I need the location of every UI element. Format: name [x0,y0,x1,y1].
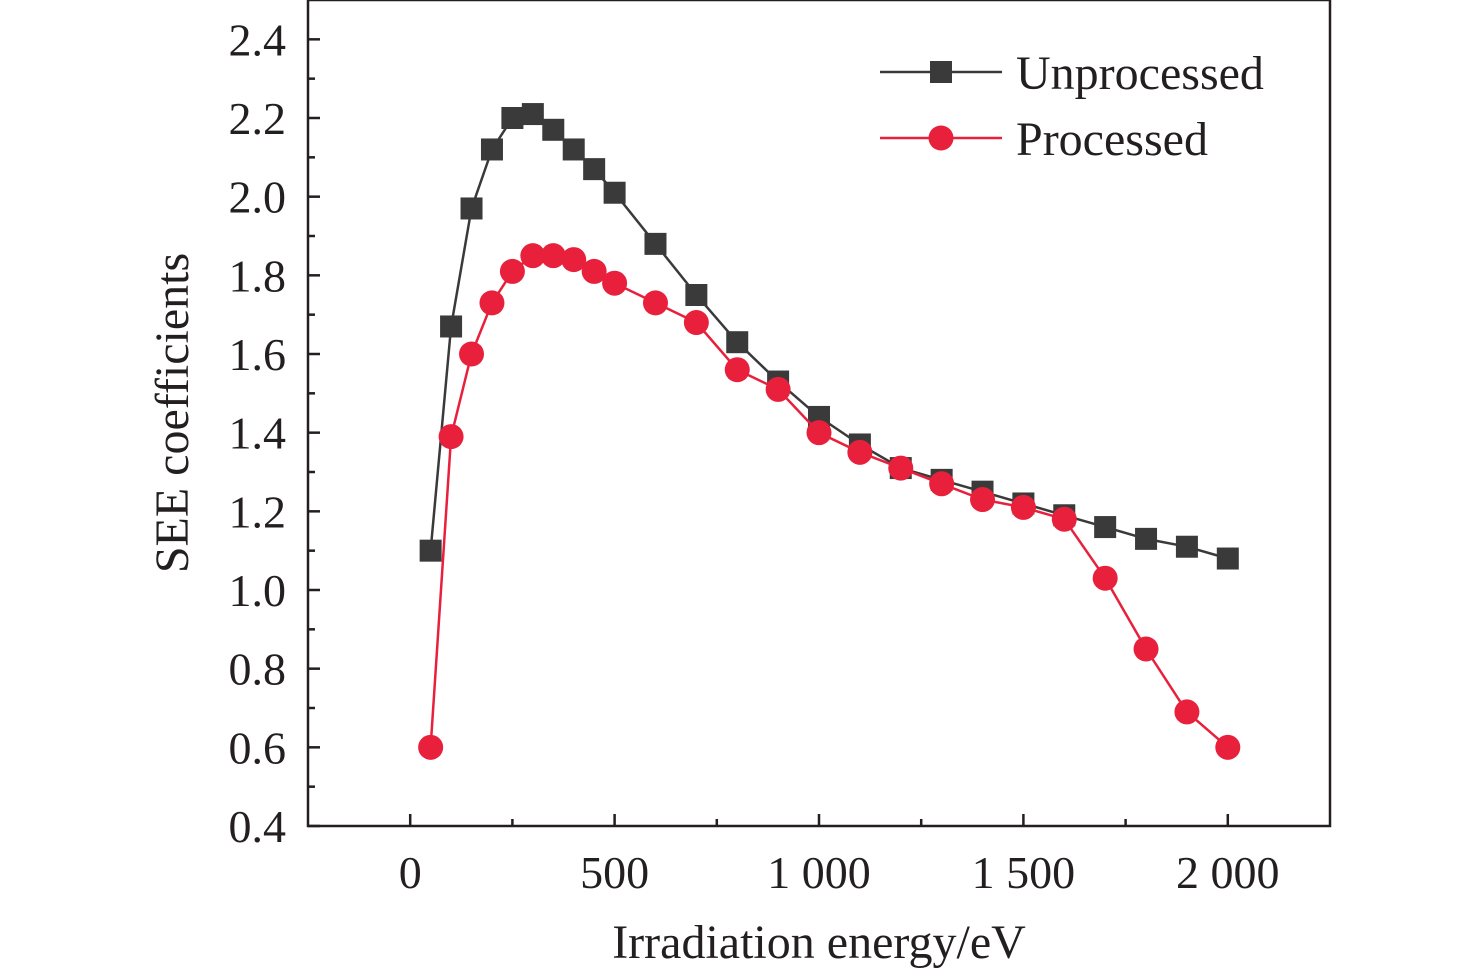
data-point [501,107,524,129]
data-point [929,471,955,497]
data-point [724,357,750,383]
data-point [726,331,749,354]
legend-item: Unprocessed [880,47,1264,100]
data-point [1094,516,1117,539]
legend-label: Unprocessed [1016,47,1264,100]
data-point [521,103,544,126]
data-point [644,232,667,255]
series-line [429,254,1229,749]
data-point [480,138,503,161]
series-processed [418,243,1241,760]
y-tick-label: 2.0 [229,172,287,223]
data-point [1175,535,1198,558]
data-point [479,290,505,316]
data-point [1051,506,1077,532]
data-point [806,420,832,446]
series-unprocessed [419,103,1239,570]
y-tick-label: 0.6 [229,722,287,773]
x-tick-label: 1 500 [972,847,1076,898]
data-point [1135,527,1158,550]
y-tick-label: 0.8 [229,644,287,695]
y-tick-label: 1.0 [229,565,287,616]
data-point [542,118,565,141]
series-line [429,112,1229,560]
y-axis-label: SEE coefficients [146,253,199,573]
data-point [459,341,485,367]
data-point [602,270,628,296]
data-point [540,243,566,269]
data-point [1216,547,1239,570]
legend: Unprocessed Processed [880,47,1264,166]
x-tick-label: 1 000 [767,847,871,898]
data-point [419,539,442,562]
x-tick-label: 2 000 [1176,847,1280,898]
legend-marker [930,61,952,83]
data-point [1010,494,1036,520]
data-point [1133,636,1159,662]
data-point [847,439,873,465]
data-point [562,138,585,161]
data-point [460,197,483,220]
data-point [438,424,464,450]
legend-marker [928,125,954,151]
data-point [685,284,708,306]
data-point [603,181,626,204]
y-tick-label: 0.4 [229,801,287,852]
x-tick-label: 500 [580,847,649,898]
x-axis-label: Irradiation energy/eV [612,916,1026,969]
y-tick-label: 2.2 [229,93,287,144]
x-tick-label: 0 [399,847,422,898]
data-point [499,258,525,284]
data-point [520,243,546,269]
data-point [642,290,668,316]
data-point [440,315,463,338]
data-point [583,158,606,181]
y-axis: 0.4 0.6 0.8 1.0 1.2 1.4 1.6 1.8 2.0 2.2 2.4 [229,14,320,852]
data-point [1092,565,1118,591]
data-point [1215,734,1241,760]
data-point [1174,699,1200,725]
data-point [418,734,444,760]
data-point [888,455,914,481]
legend-label: Processed [1016,113,1208,166]
series-layer [418,103,1241,760]
y-tick-label: 1.4 [229,408,287,459]
x-axis: 0 500 1 000 1 500 2 000 [399,814,1280,898]
y-tick-label: 2.4 [229,14,287,65]
data-point [765,376,791,402]
data-point [581,258,607,284]
data-point [683,310,709,336]
data-point [561,247,587,273]
legend-item: Processed [880,113,1208,166]
y-tick-label: 1.6 [229,329,287,380]
data-point [970,487,996,513]
y-tick-label: 1.8 [229,250,287,301]
y-tick-label: 1.2 [229,486,287,537]
